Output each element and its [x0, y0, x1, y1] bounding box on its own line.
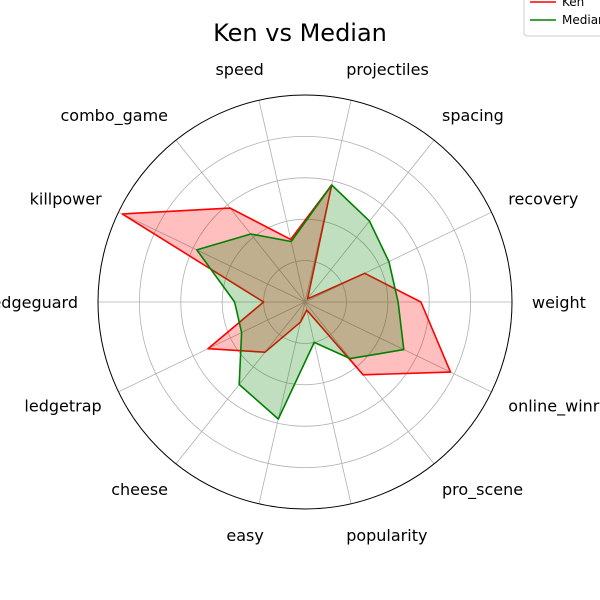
radar-outer-frame: [97, 94, 513, 510]
grid-spoke: [118, 301, 306, 393]
axis-label-recovery: recovery: [508, 189, 578, 208]
grid-spoke: [118, 211, 306, 303]
series-line-median: [196, 184, 405, 420]
legend: Ken Median: [523, 0, 600, 37]
grid-spoke: [258, 100, 306, 303]
grid-spoke: [175, 301, 306, 465]
axis-label-edgeguard: edgeguard: [0, 293, 78, 312]
radar-series-layer: [121, 184, 452, 420]
legend-label-median: Median: [562, 13, 600, 27]
grid-spoke: [304, 301, 435, 465]
radar-grid: [98, 100, 512, 504]
axis-label-popularity: popularity: [346, 526, 427, 545]
axis-label-speed: speed: [215, 60, 263, 79]
axis-label-killpower: killpower: [30, 189, 102, 208]
axis-labels: weight recovery spacing projectiles speed com…: [0, 60, 600, 545]
axis-label-pro-scene: pro_scene: [442, 480, 523, 500]
legend-label-ken: Ken: [562, 0, 584, 9]
grid-spoke: [304, 301, 492, 393]
series-line-ken: [121, 184, 452, 376]
axis-label-weight: weight: [532, 293, 586, 312]
axis-label-spacing: spacing: [442, 106, 504, 125]
axis-label-combo-game: combo_game: [60, 106, 168, 126]
chart-title: Ken vs Median: [213, 19, 387, 47]
grid-spoke: [175, 139, 306, 303]
grid-spoke: [304, 211, 492, 303]
axis-label-cheese: cheese: [111, 480, 168, 499]
series-fill-median: [196, 185, 404, 419]
axis-label-easy: easy: [226, 526, 263, 545]
grid-spoke: [258, 301, 306, 504]
grid-spoke: [304, 301, 352, 504]
axis-label-online-winrate: online_winrate: [508, 397, 600, 417]
series-fill-ken: [122, 185, 451, 375]
axis-label-ledgetrap: ledgetrap: [24, 397, 101, 416]
legend-box: [523, 0, 600, 37]
axis-label-projectiles: projectiles: [346, 60, 429, 79]
